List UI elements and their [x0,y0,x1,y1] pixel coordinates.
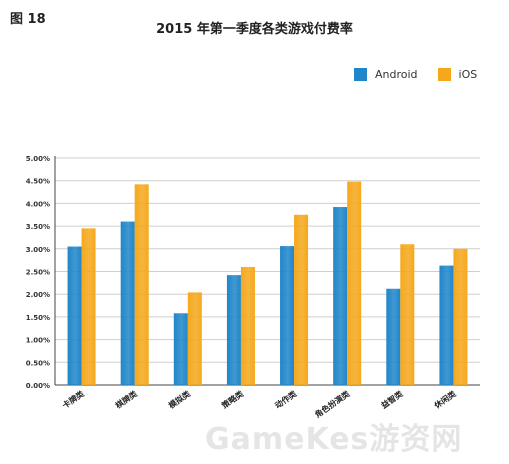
x-tick-label: 卡牌类 [60,388,85,410]
y-tick-label: 1.00% [26,337,50,345]
x-tick-label: 休闲类 [431,388,457,411]
bar-ios [81,228,96,385]
x-tick-label: 模拟类 [167,388,192,410]
bar-ios [240,266,255,385]
y-tick-label: 4.50% [26,178,50,186]
bar-android [67,246,82,385]
y-tick-label: 5.00% [26,155,50,163]
x-tick-label: 棋牌类 [113,388,139,411]
bar-android [333,207,348,385]
bar-ios [187,292,202,385]
bar-ios [453,248,468,385]
bar-android [280,246,295,385]
chart-title: 2015 年第一季度各类游戏付费率 [156,22,353,37]
watermark: GameKes游资网 [205,422,463,457]
bar-ios [294,214,309,385]
bar-ios [400,244,415,385]
legend-label-ios: iOS [458,68,478,81]
bar-android [386,288,401,385]
x-tick-label: 动作类 [273,388,298,410]
legend-item-ios: iOS [437,68,478,81]
y-tick-label: 3.50% [26,223,50,231]
bar-android [173,313,188,385]
y-tick-label: 2.00% [26,291,50,299]
legend-label-android: Android [375,68,418,81]
bar-android [120,221,135,385]
bar-ios [134,184,149,385]
legend-swatch-android [354,68,367,81]
bar-android [439,265,454,385]
x-tick-label: 益智类 [379,388,404,410]
chart-legend: Android iOS [354,68,489,81]
legend-item-android: Android [354,68,418,81]
x-tick-label: 策略类 [220,388,245,410]
y-tick-label: 0.50% [26,359,50,367]
y-tick-label: 1.50% [26,314,50,322]
legend-swatch-ios [437,68,451,81]
y-tick-label: 3.00% [26,246,50,254]
y-tick-label: 2.50% [26,269,50,277]
y-tick-label: 4.00% [26,200,50,208]
bar-android [226,275,241,385]
figure-label: 图 18 [10,12,46,27]
y-tick-label: 0.00% [26,382,50,390]
bar-ios [347,181,362,385]
